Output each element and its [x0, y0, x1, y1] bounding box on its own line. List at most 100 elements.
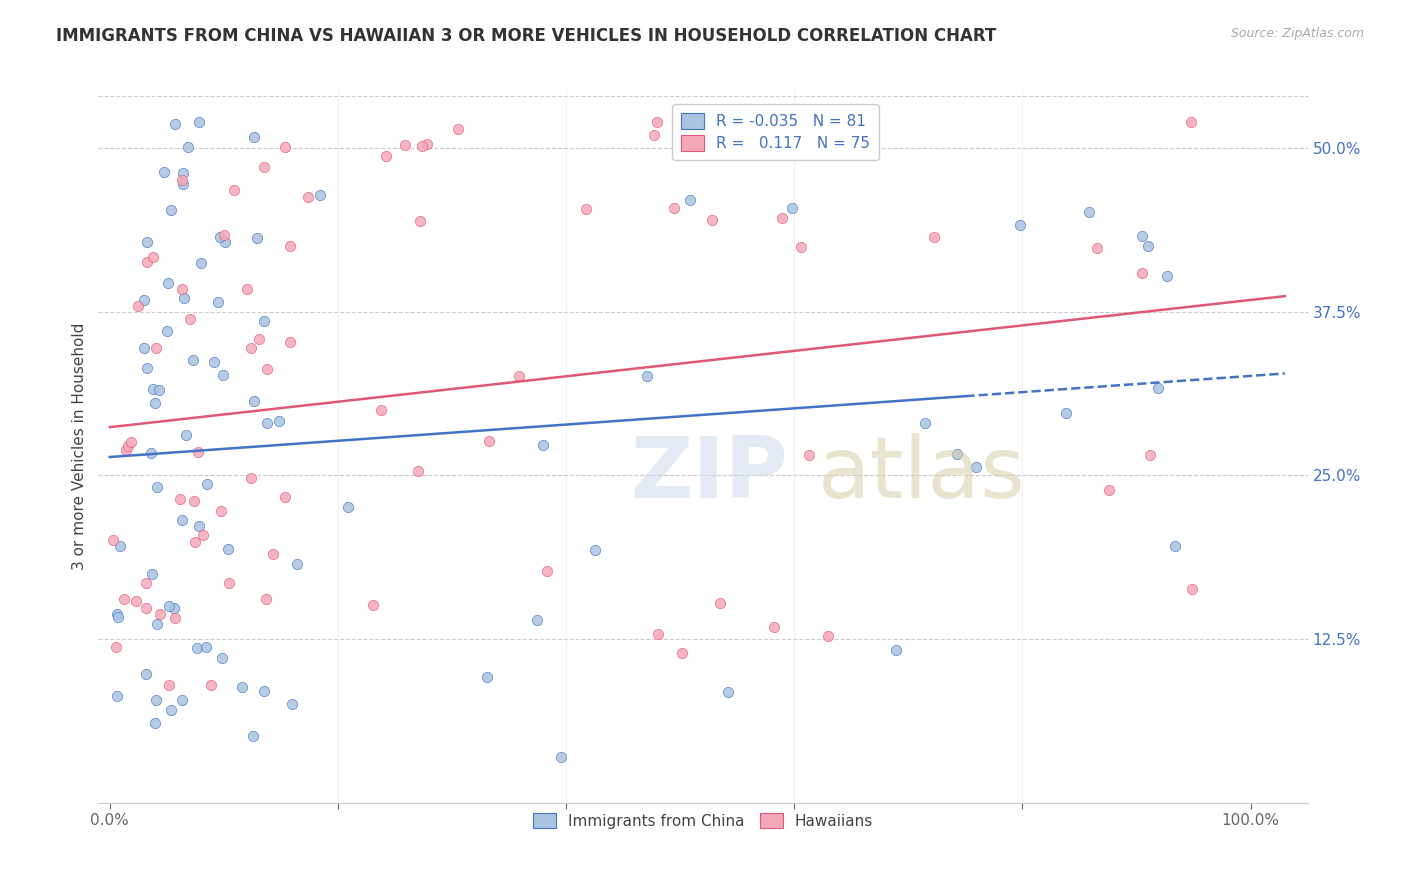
Point [107, 610, 129, 624]
Point [1180, 115, 1202, 129]
Point [835, 118, 858, 132]
Point [254, 592, 277, 607]
Point [135, 666, 157, 681]
Point [202, 354, 225, 368]
Point [247, 333, 270, 347]
Point [194, 640, 217, 654]
Point [218, 576, 240, 591]
Point [281, 697, 304, 711]
Point [163, 601, 186, 615]
Point [370, 403, 392, 417]
Point [536, 565, 558, 579]
Point [208, 229, 231, 244]
Point [152, 165, 174, 179]
Point [135, 360, 157, 375]
Point [105, 690, 128, 704]
Point [224, 184, 246, 198]
Point [1156, 268, 1178, 283]
Point [104, 640, 127, 654]
Point [163, 611, 186, 625]
Point [136, 235, 159, 250]
Point [647, 626, 669, 640]
Point [817, 629, 839, 643]
Point [172, 166, 194, 180]
Point [309, 187, 332, 202]
Point [700, 213, 723, 227]
Point [256, 416, 278, 430]
Point [163, 117, 186, 131]
Point [884, 642, 907, 657]
Point [671, 646, 693, 660]
Point [416, 137, 439, 152]
Point [1139, 448, 1161, 462]
Point [1147, 381, 1170, 395]
Point [1010, 218, 1032, 232]
Point [240, 341, 263, 355]
Point [231, 680, 253, 694]
Point [1136, 239, 1159, 253]
Point [145, 341, 167, 355]
Y-axis label: 3 or more Vehicles in Household: 3 or more Vehicles in Household [72, 322, 87, 570]
Point [662, 201, 685, 215]
Point [149, 607, 172, 622]
Point [945, 447, 967, 461]
Point [363, 598, 385, 612]
Point [211, 651, 233, 665]
Point [242, 730, 264, 744]
Point [186, 641, 208, 656]
Point [183, 534, 205, 549]
Text: IMMIGRANTS FROM CHINA VS HAWAIIAN 3 OR MORE VEHICLES IN HOUSEHOLD CORRELATION CH: IMMIGRANTS FROM CHINA VS HAWAIIAN 3 OR M… [56, 27, 997, 45]
Point [173, 291, 195, 305]
Point [127, 299, 149, 313]
Point [575, 202, 598, 217]
Point [285, 557, 308, 571]
Point [1085, 241, 1108, 255]
Point [177, 139, 200, 153]
Point [142, 382, 165, 396]
Point [643, 128, 665, 142]
Point [193, 528, 215, 542]
Text: ZIP: ZIP [630, 433, 789, 516]
Point [207, 295, 229, 310]
Point [278, 334, 301, 349]
Point [709, 596, 731, 610]
Point [274, 139, 297, 153]
Point [336, 500, 359, 515]
Point [188, 519, 211, 533]
Point [478, 434, 501, 448]
Point [799, 448, 821, 462]
Point [145, 693, 167, 707]
Point [914, 417, 936, 431]
Point [645, 115, 668, 129]
Point [1130, 266, 1153, 280]
Text: atlas: atlas [818, 433, 1026, 516]
Text: Source: ZipAtlas.com: Source: ZipAtlas.com [1230, 27, 1364, 40]
Point [170, 693, 193, 707]
Point [475, 670, 498, 684]
Point [243, 129, 266, 144]
Point [408, 214, 430, 228]
Point [117, 439, 139, 453]
Point [924, 230, 946, 244]
Point [214, 228, 236, 243]
Point [1054, 406, 1077, 420]
Point [156, 324, 179, 338]
Point [1098, 483, 1121, 497]
Point [253, 314, 276, 328]
Point [966, 460, 988, 475]
Point [212, 368, 235, 383]
Point [394, 138, 416, 153]
Point [139, 446, 162, 460]
Point [136, 255, 159, 269]
Point [169, 491, 191, 506]
Point [157, 599, 180, 613]
Point [1130, 228, 1153, 243]
Point [717, 685, 740, 699]
Point [278, 238, 301, 252]
Point [148, 383, 170, 397]
Point [172, 513, 194, 527]
Point [172, 177, 194, 191]
Point [112, 592, 135, 607]
Point [406, 464, 429, 478]
Point [200, 678, 222, 692]
